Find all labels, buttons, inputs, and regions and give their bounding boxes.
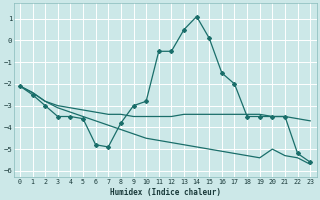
- X-axis label: Humidex (Indice chaleur): Humidex (Indice chaleur): [109, 188, 220, 197]
